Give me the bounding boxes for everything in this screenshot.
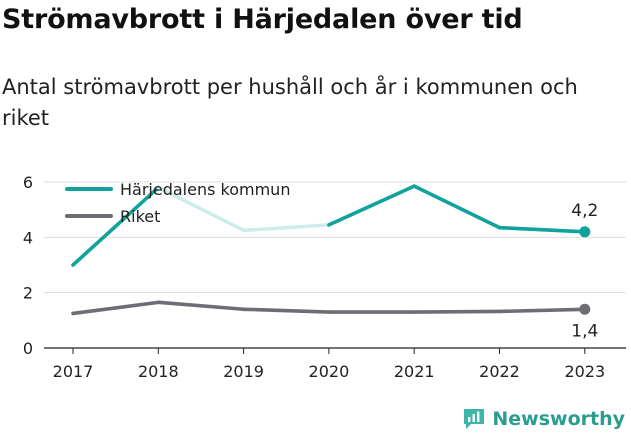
series-line-segment xyxy=(412,309,502,314)
x-tick-label: 2017 xyxy=(53,362,94,381)
series-line-segment xyxy=(156,300,246,312)
series-line-segment xyxy=(156,185,246,233)
series-line-segment xyxy=(412,184,502,230)
x-tick-label: 2023 xyxy=(564,362,605,381)
series-line-segment xyxy=(241,307,331,314)
brand: Newsworthy xyxy=(462,407,625,431)
x-tick-label: 2019 xyxy=(223,362,264,381)
series-end-point xyxy=(579,303,591,315)
series-line-segment xyxy=(71,300,161,316)
series-line-segment xyxy=(497,225,587,234)
chart-title: Strömavbrott i Härjedalen över tid xyxy=(2,4,523,35)
y-tick-label: 4 xyxy=(23,228,33,247)
legend-label: Riket xyxy=(120,207,160,226)
data-label: 1,4 xyxy=(571,321,598,341)
y-tick-label: 2 xyxy=(23,284,33,303)
newsworthy-logo-icon xyxy=(464,409,485,429)
series-line-segment xyxy=(497,307,587,314)
x-tick-label: 2022 xyxy=(479,362,520,381)
series-line-segment xyxy=(71,185,161,267)
x-tick-label: 2020 xyxy=(309,362,350,381)
series-line-segment xyxy=(241,223,331,233)
chart-subtitle: Antal strömavbrott per hushåll och år i … xyxy=(2,75,578,130)
x-tick-label: 2021 xyxy=(394,362,435,381)
brand-name: Newsworthy xyxy=(492,408,625,430)
x-tick-label: 2018 xyxy=(138,362,179,381)
series-line-segment xyxy=(327,184,417,227)
legend-label: Härjedalens kommun xyxy=(120,180,290,199)
y-tick-label: 6 xyxy=(23,173,33,192)
y-tick-label: 0 xyxy=(23,339,33,358)
series-end-point xyxy=(579,226,591,238)
data-label: 4,2 xyxy=(571,201,598,221)
